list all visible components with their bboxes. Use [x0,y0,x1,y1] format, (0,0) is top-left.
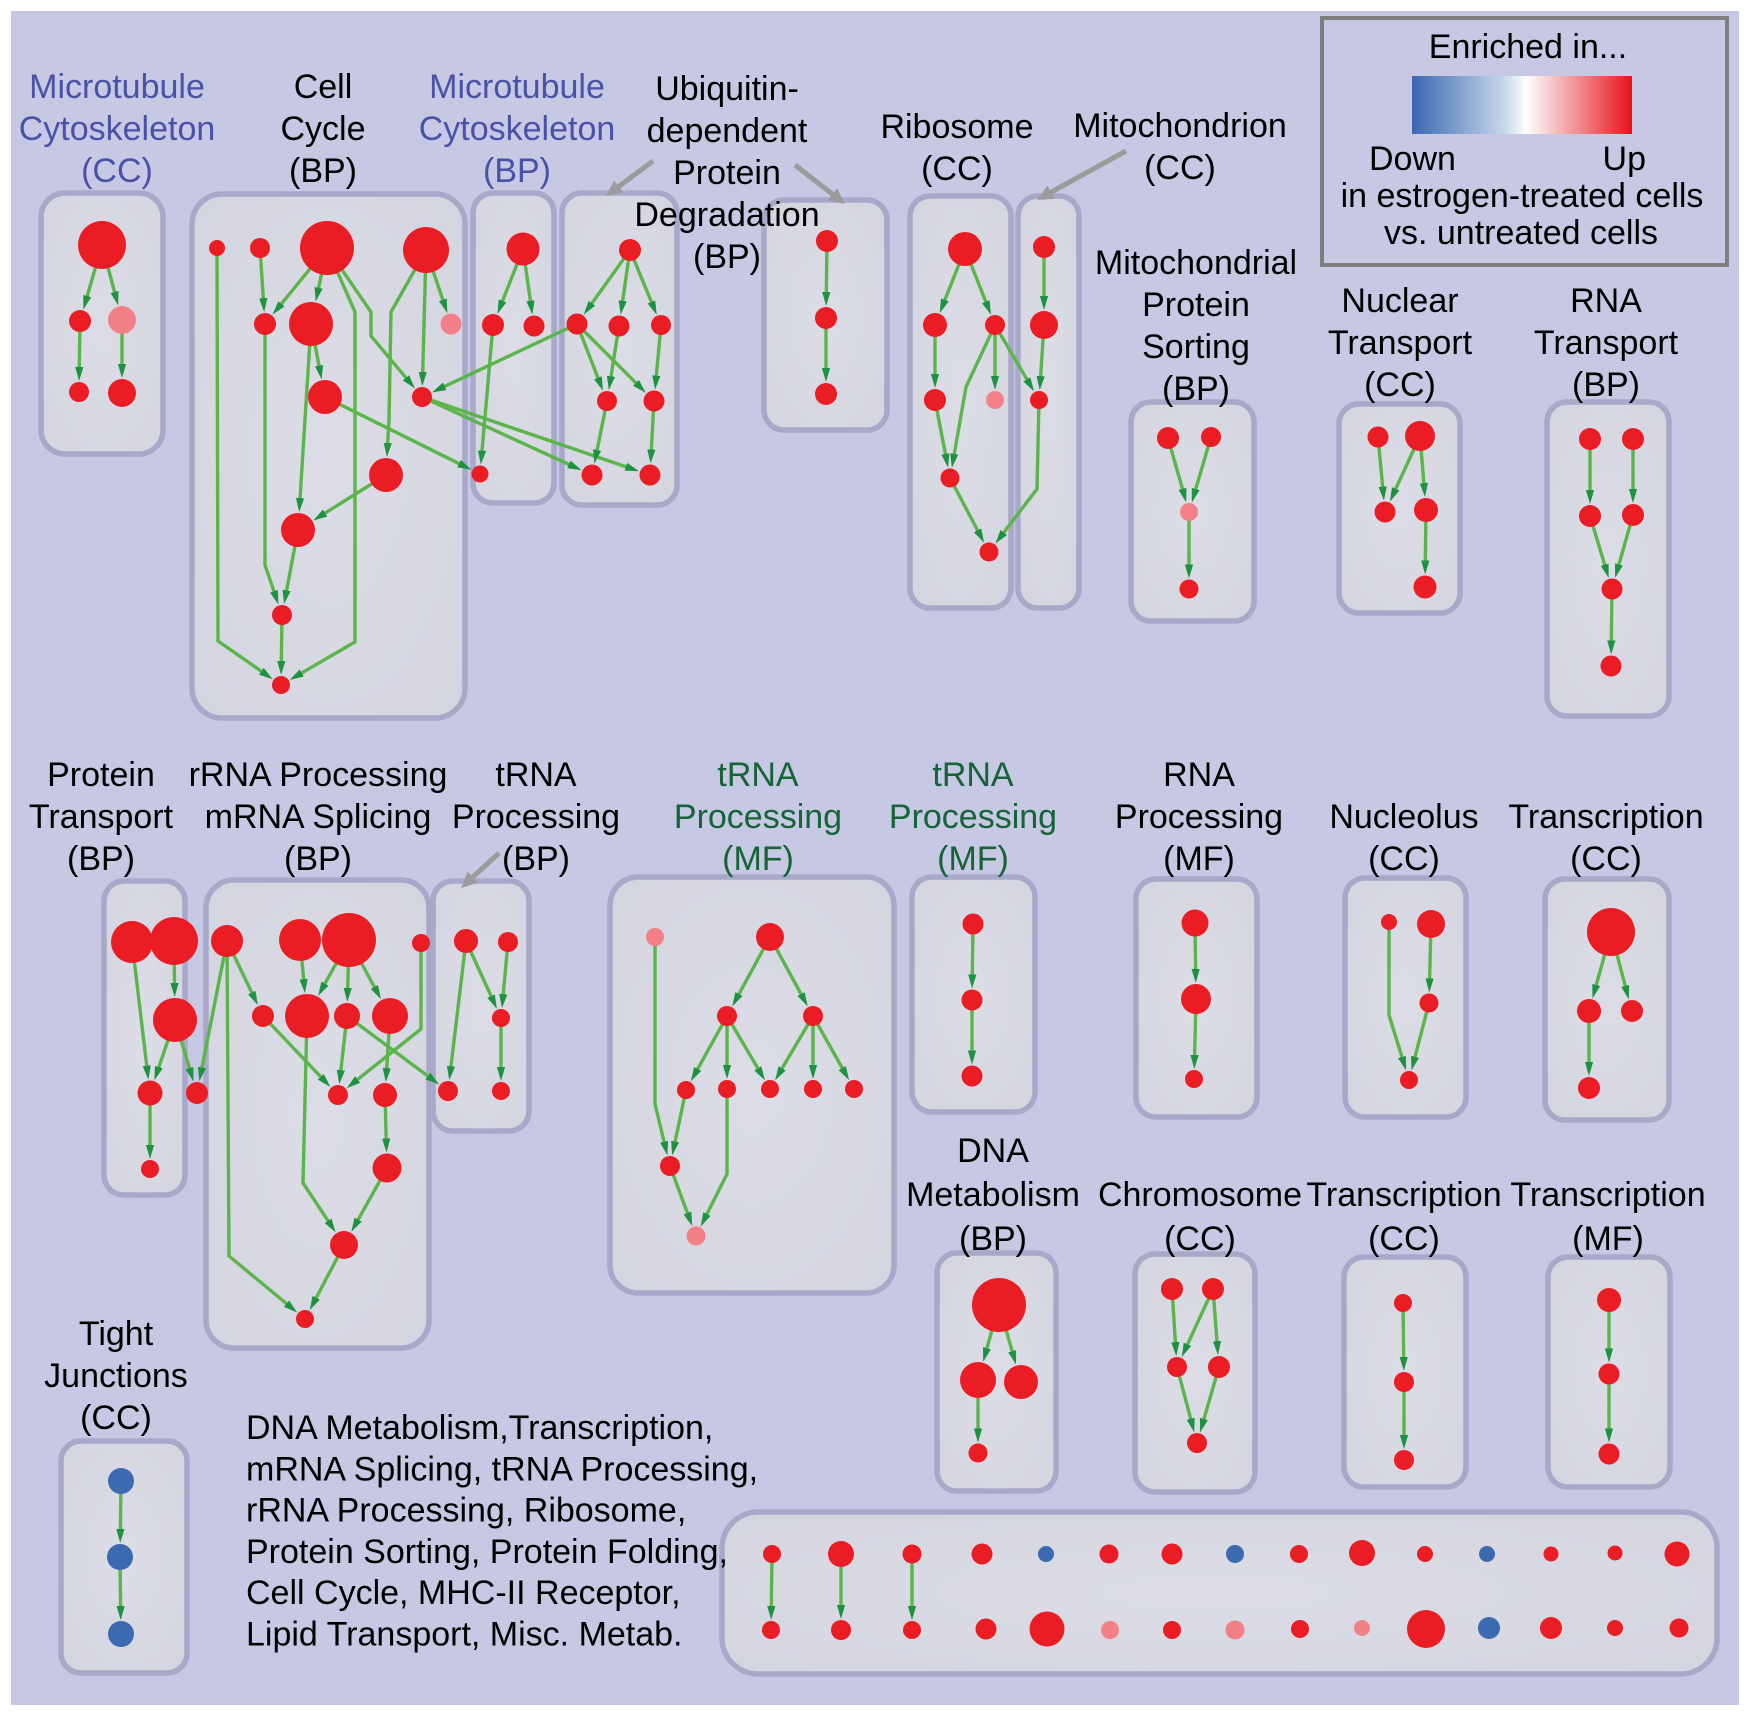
svg-text:Degradation: Degradation [634,196,819,234]
svg-text:(CC): (CC) [1164,1220,1236,1258]
svg-text:dependent: dependent [647,112,808,150]
svg-text:(BP): (BP) [502,840,570,878]
svg-text:(BP): (BP) [959,1220,1027,1258]
svg-text:rRNA Processing: rRNA Processing [189,756,448,794]
svg-text:tRNA: tRNA [717,756,799,794]
svg-text:Protein Sorting, Protein Foldi: Protein Sorting, Protein Folding, [246,1533,728,1571]
svg-text:Cytoskeleton: Cytoskeleton [419,110,616,148]
svg-text:Lipid Transport, Misc. Metab.: Lipid Transport, Misc. Metab. [246,1616,683,1654]
svg-text:Cell: Cell [294,68,353,106]
svg-text:(MF): (MF) [937,840,1009,878]
svg-text:(CC): (CC) [1364,366,1436,404]
svg-text:Nucleolus: Nucleolus [1329,798,1478,836]
svg-text:Ubiquitin-: Ubiquitin- [655,70,799,108]
svg-text:Chromosome: Chromosome [1098,1176,1302,1214]
svg-text:Mitochondrial: Mitochondrial [1095,244,1297,282]
svg-text:mRNA Splicing: mRNA Splicing [205,798,432,836]
svg-text:(MF): (MF) [1163,840,1235,878]
svg-text:Up: Up [1603,140,1646,178]
svg-text:RNA: RNA [1163,756,1235,794]
svg-text:Cytoskeleton: Cytoskeleton [19,110,216,148]
svg-text:Processing: Processing [1115,798,1283,836]
svg-text:Sorting: Sorting [1142,328,1250,366]
svg-text:(CC): (CC) [81,152,153,190]
svg-text:Down: Down [1369,140,1456,178]
svg-text:Mitochondrion: Mitochondrion [1073,107,1287,145]
svg-text:DNA: DNA [957,1132,1029,1170]
svg-text:Transport: Transport [29,798,174,836]
svg-text:tRNA: tRNA [495,756,577,794]
svg-text:Processing: Processing [674,798,842,836]
svg-text:Transport: Transport [1328,324,1473,362]
svg-text:(CC): (CC) [1570,840,1642,878]
svg-text:(BP): (BP) [693,238,761,276]
svg-text:Protein: Protein [673,154,781,192]
svg-text:tRNA: tRNA [932,756,1014,794]
svg-text:Tight: Tight [79,1315,154,1353]
svg-text:DNA Metabolism,Transcription,: DNA Metabolism,Transcription, [246,1409,713,1447]
svg-text:(CC): (CC) [1368,840,1440,878]
svg-text:Transport: Transport [1534,324,1679,362]
svg-text:(BP): (BP) [1572,366,1640,404]
svg-text:Transcription: Transcription [1510,1176,1705,1214]
svg-text:Cycle: Cycle [280,110,365,148]
svg-text:RNA: RNA [1570,282,1642,320]
svg-text:Enriched in...: Enriched in... [1429,28,1627,66]
svg-text:vs. untreated cells: vs. untreated cells [1384,214,1658,252]
svg-text:Microtubule: Microtubule [429,68,605,106]
svg-text:(BP): (BP) [67,840,135,878]
svg-text:Transcription: Transcription [1306,1176,1501,1214]
svg-text:(CC): (CC) [921,150,993,188]
svg-text:Junctions: Junctions [44,1357,188,1395]
svg-text:Protein: Protein [47,756,155,794]
svg-text:(CC): (CC) [80,1399,152,1437]
svg-text:(BP): (BP) [483,152,551,190]
svg-text:Protein: Protein [1142,286,1250,324]
svg-text:in estrogen-treated cells: in estrogen-treated cells [1341,177,1704,215]
svg-text:Nuclear: Nuclear [1341,282,1458,320]
svg-text:Transcription: Transcription [1508,798,1703,836]
svg-text:Cell Cycle, MHC-II Receptor,: Cell Cycle, MHC-II Receptor, [246,1574,681,1612]
svg-text:Metabolism: Metabolism [906,1176,1080,1214]
svg-text:(MF): (MF) [1572,1220,1644,1258]
svg-text:mRNA Splicing, tRNA Processing: mRNA Splicing, tRNA Processing, [246,1450,758,1488]
svg-text:(BP): (BP) [284,840,352,878]
svg-text:(BP): (BP) [1162,370,1230,408]
svg-text:Ribosome: Ribosome [880,108,1033,146]
svg-text:(BP): (BP) [289,152,357,190]
svg-text:Processing: Processing [452,798,620,836]
svg-text:rRNA Processing, Ribosome,: rRNA Processing, Ribosome, [246,1492,686,1530]
svg-text:(CC): (CC) [1368,1220,1440,1258]
svg-text:(CC): (CC) [1144,149,1216,187]
svg-text:(MF): (MF) [722,840,794,878]
svg-text:Processing: Processing [889,798,1057,836]
svg-text:Microtubule: Microtubule [29,68,205,106]
